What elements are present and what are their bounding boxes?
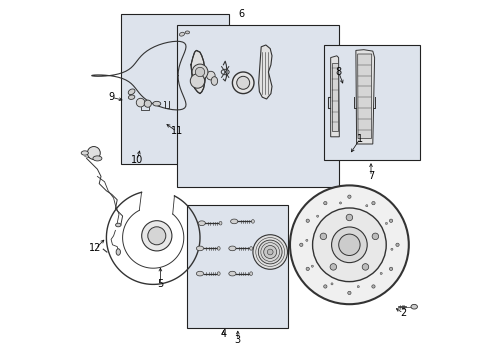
Ellipse shape — [211, 77, 218, 85]
Bar — [324, 45, 419, 160]
Ellipse shape — [185, 31, 190, 34]
Circle shape — [324, 285, 327, 288]
Circle shape — [87, 147, 100, 159]
Circle shape — [390, 267, 392, 270]
Text: 7: 7 — [368, 171, 374, 181]
Circle shape — [391, 248, 393, 250]
Circle shape — [264, 246, 277, 258]
Ellipse shape — [229, 246, 236, 251]
Bar — [121, 14, 229, 164]
Ellipse shape — [153, 102, 161, 106]
Circle shape — [372, 233, 379, 240]
Circle shape — [324, 202, 327, 205]
Circle shape — [313, 208, 386, 282]
Ellipse shape — [250, 272, 252, 275]
Ellipse shape — [196, 271, 204, 276]
Ellipse shape — [128, 95, 135, 99]
Polygon shape — [331, 56, 339, 137]
Circle shape — [148, 227, 166, 245]
Circle shape — [385, 222, 388, 225]
Text: 9: 9 — [108, 92, 114, 102]
Circle shape — [290, 185, 409, 304]
Bar — [176, 25, 339, 187]
Polygon shape — [332, 63, 338, 131]
Circle shape — [136, 98, 145, 107]
Ellipse shape — [411, 305, 417, 309]
Text: 11: 11 — [171, 126, 183, 136]
Ellipse shape — [250, 247, 252, 250]
Circle shape — [232, 72, 254, 94]
Ellipse shape — [179, 32, 185, 36]
Circle shape — [306, 239, 308, 242]
Text: 10: 10 — [131, 155, 143, 165]
Circle shape — [196, 67, 205, 77]
Circle shape — [306, 219, 309, 222]
Ellipse shape — [116, 249, 121, 255]
Circle shape — [306, 267, 309, 270]
Ellipse shape — [251, 220, 254, 223]
Polygon shape — [191, 50, 205, 94]
Ellipse shape — [219, 221, 222, 225]
Ellipse shape — [231, 219, 238, 224]
Circle shape — [206, 71, 215, 80]
Circle shape — [311, 265, 314, 267]
Circle shape — [332, 227, 367, 263]
Circle shape — [380, 273, 382, 274]
Circle shape — [320, 233, 327, 240]
Circle shape — [346, 214, 353, 221]
Circle shape — [396, 243, 399, 247]
Circle shape — [253, 235, 288, 269]
Ellipse shape — [229, 271, 236, 276]
Circle shape — [331, 283, 333, 285]
Circle shape — [237, 76, 250, 89]
Text: 5: 5 — [157, 279, 164, 289]
Ellipse shape — [128, 89, 135, 95]
Polygon shape — [356, 50, 374, 144]
Text: 12: 12 — [89, 243, 102, 253]
Ellipse shape — [217, 247, 220, 250]
Circle shape — [339, 234, 360, 256]
Text: 2: 2 — [400, 308, 407, 318]
Circle shape — [372, 285, 375, 288]
Circle shape — [357, 285, 359, 288]
Circle shape — [144, 100, 151, 107]
Circle shape — [348, 291, 351, 294]
Ellipse shape — [198, 221, 205, 225]
Circle shape — [330, 264, 337, 270]
Circle shape — [390, 219, 392, 222]
Ellipse shape — [93, 156, 102, 161]
Circle shape — [372, 202, 375, 205]
Ellipse shape — [196, 246, 204, 251]
Polygon shape — [259, 45, 272, 99]
Text: 8: 8 — [336, 67, 342, 77]
Circle shape — [268, 249, 273, 255]
Ellipse shape — [217, 272, 220, 275]
Text: 6: 6 — [238, 9, 245, 19]
Circle shape — [317, 215, 318, 217]
Circle shape — [299, 243, 303, 247]
Polygon shape — [358, 54, 372, 139]
Circle shape — [362, 264, 369, 270]
Ellipse shape — [116, 223, 121, 227]
Circle shape — [348, 195, 351, 198]
Circle shape — [366, 205, 368, 207]
Ellipse shape — [81, 151, 88, 155]
Text: 1: 1 — [357, 134, 363, 144]
Text: 3: 3 — [235, 335, 241, 345]
Circle shape — [340, 202, 342, 204]
Circle shape — [192, 64, 208, 80]
Text: 4: 4 — [220, 329, 226, 339]
Circle shape — [190, 74, 205, 88]
Circle shape — [142, 221, 172, 251]
Circle shape — [258, 240, 282, 264]
Bar — [187, 205, 288, 328]
